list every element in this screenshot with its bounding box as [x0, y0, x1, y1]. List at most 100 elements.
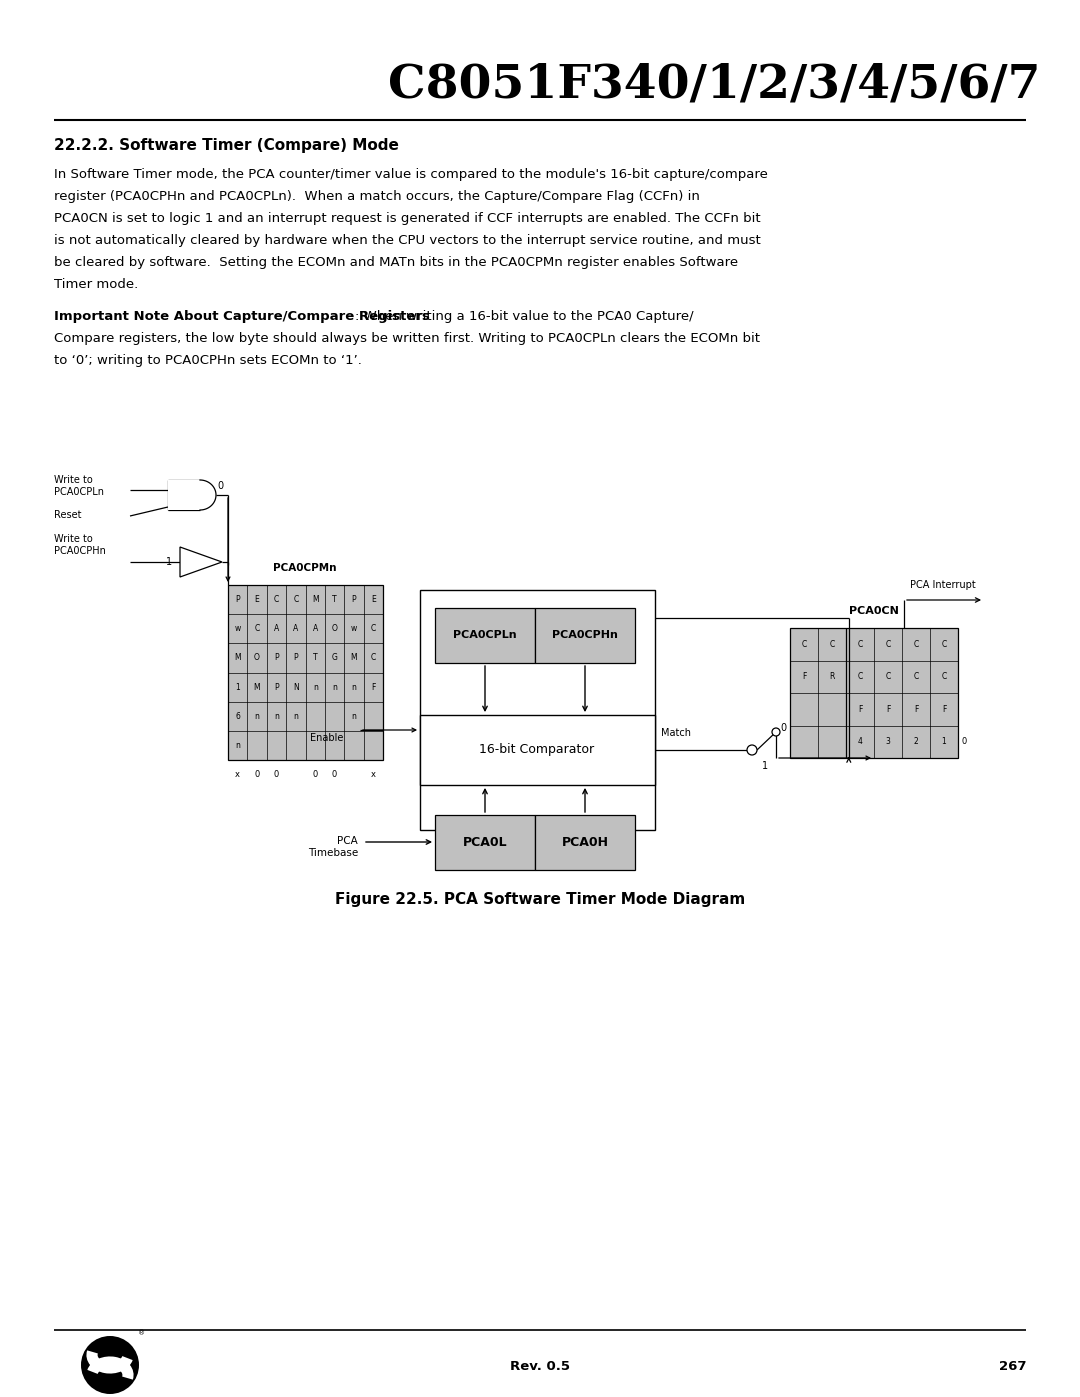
Text: F: F — [942, 704, 946, 714]
Text: w: w — [351, 624, 357, 633]
Bar — [228, 585, 383, 760]
Text: F: F — [886, 704, 890, 714]
Text: Enable: Enable — [310, 733, 343, 743]
Ellipse shape — [81, 1336, 139, 1394]
Text: 0: 0 — [312, 770, 318, 780]
Text: C: C — [942, 672, 947, 682]
Text: C: C — [886, 640, 891, 648]
Bar — [435, 608, 535, 664]
Text: A: A — [312, 624, 318, 633]
Text: : When writing a 16-bit value to the PCA0 Capture/: : When writing a 16-bit value to the PCA… — [355, 310, 694, 323]
Text: PCA0L: PCA0L — [462, 835, 508, 848]
Text: Reset: Reset — [54, 510, 81, 520]
Text: PCA0CPLn: PCA0CPLn — [54, 488, 104, 497]
Text: PCA: PCA — [337, 835, 357, 847]
Text: n: n — [274, 711, 279, 721]
Text: PCA0CPLn: PCA0CPLn — [454, 630, 517, 640]
Text: Match: Match — [661, 728, 691, 738]
Text: 0: 0 — [217, 481, 224, 490]
Text: x: x — [235, 770, 240, 780]
Text: C: C — [255, 624, 259, 633]
Text: F: F — [914, 704, 918, 714]
Text: In Software Timer mode, the PCA counter/timer value is compared to the module's : In Software Timer mode, the PCA counter/… — [54, 168, 768, 182]
Text: A: A — [293, 624, 298, 633]
Polygon shape — [180, 548, 222, 577]
Text: 16-bit Comparator: 16-bit Comparator — [480, 743, 595, 757]
Text: G: G — [332, 654, 337, 662]
Text: C: C — [274, 595, 279, 604]
Text: N: N — [293, 683, 299, 692]
Text: C: C — [370, 654, 376, 662]
Text: n: n — [313, 683, 318, 692]
Text: PCA Interrupt: PCA Interrupt — [910, 580, 975, 590]
Bar — [535, 814, 635, 870]
Text: 1: 1 — [166, 557, 172, 567]
Text: C: C — [942, 640, 947, 648]
Text: F: F — [801, 672, 806, 682]
Text: PCA0CN: PCA0CN — [849, 606, 899, 616]
Text: P: P — [235, 595, 240, 604]
Bar — [535, 608, 635, 664]
Text: 1: 1 — [762, 761, 768, 771]
Text: T: T — [333, 595, 337, 604]
Text: 3: 3 — [886, 738, 890, 746]
Text: n: n — [294, 711, 298, 721]
Text: C: C — [829, 640, 835, 648]
Text: C: C — [858, 640, 863, 648]
Text: O: O — [332, 624, 337, 633]
Text: 1: 1 — [942, 738, 946, 746]
Text: C: C — [914, 640, 919, 648]
Text: 267: 267 — [999, 1361, 1026, 1373]
Text: Write to: Write to — [54, 475, 93, 485]
Text: Timebase: Timebase — [308, 848, 357, 858]
Text: be cleared by software.  Setting the ECOMn and MATn bits in the PCA0CPMn registe: be cleared by software. Setting the ECOM… — [54, 256, 738, 270]
Text: T: T — [313, 654, 318, 662]
Text: n: n — [351, 683, 356, 692]
Text: PCA0CPMn: PCA0CPMn — [273, 563, 337, 573]
Text: E: E — [370, 595, 376, 604]
Text: 2: 2 — [914, 738, 918, 746]
Text: n: n — [351, 711, 356, 721]
Text: P: P — [274, 683, 279, 692]
Circle shape — [772, 728, 780, 736]
Text: C: C — [801, 640, 807, 648]
Text: F: F — [858, 704, 862, 714]
Bar — [420, 590, 654, 830]
Text: C8051F340/1/2/3/4/5/6/7: C8051F340/1/2/3/4/5/6/7 — [388, 61, 1040, 108]
Bar — [420, 715, 654, 785]
Ellipse shape — [86, 1341, 134, 1389]
Text: 0: 0 — [255, 770, 259, 780]
Text: C: C — [370, 624, 376, 633]
Text: x: x — [370, 770, 376, 780]
Text: 1: 1 — [235, 683, 240, 692]
Text: Timer mode.: Timer mode. — [54, 278, 138, 291]
Text: 0: 0 — [962, 738, 968, 746]
Text: Write to: Write to — [54, 534, 93, 543]
Text: A: A — [274, 624, 279, 633]
Text: R: R — [829, 672, 835, 682]
Text: n: n — [333, 683, 337, 692]
Text: PCA0CPHn: PCA0CPHn — [552, 630, 618, 640]
Bar — [789, 629, 958, 759]
Text: C: C — [858, 672, 863, 682]
Text: Compare registers, the low byte should always be written first. Writing to PCA0C: Compare registers, the low byte should a… — [54, 332, 760, 345]
Text: 4: 4 — [858, 738, 863, 746]
Text: PCA0CN is set to logic 1 and an interrupt request is generated if CCF interrupts: PCA0CN is set to logic 1 and an interrup… — [54, 212, 760, 225]
Text: PCA0H: PCA0H — [562, 835, 608, 848]
Text: P: P — [294, 654, 298, 662]
Text: M: M — [234, 654, 241, 662]
Text: is not automatically cleared by hardware when the CPU vectors to the interrupt s: is not automatically cleared by hardware… — [54, 235, 760, 247]
Text: M: M — [351, 654, 357, 662]
Text: C: C — [886, 672, 891, 682]
Text: ®: ® — [138, 1330, 146, 1336]
Text: w: w — [234, 624, 241, 633]
Text: E: E — [255, 595, 259, 604]
Circle shape — [747, 745, 757, 754]
Text: 22.2.2. Software Timer (Compare) Mode: 22.2.2. Software Timer (Compare) Mode — [54, 138, 399, 154]
Text: Important Note About Capture/Compare Registers: Important Note About Capture/Compare Reg… — [54, 310, 430, 323]
Bar — [435, 814, 535, 870]
Text: C: C — [914, 672, 919, 682]
Text: PCA0CPHn: PCA0CPHn — [54, 546, 106, 556]
Text: O: O — [254, 654, 260, 662]
Text: register (PCA0CPHn and PCA0CPLn).  When a match occurs, the Capture/Compare Flag: register (PCA0CPHn and PCA0CPLn). When a… — [54, 190, 700, 203]
